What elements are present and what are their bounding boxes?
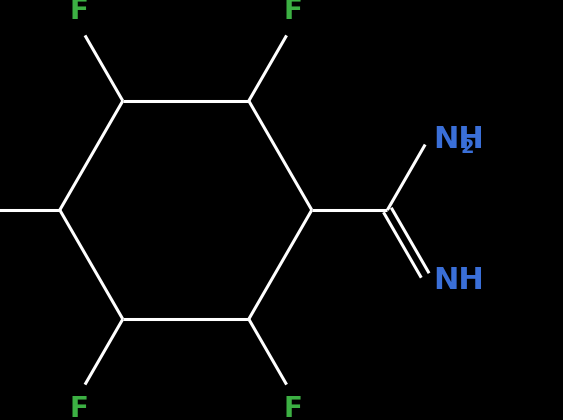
Text: NH: NH	[433, 125, 484, 154]
Text: F: F	[70, 0, 88, 25]
Text: F: F	[70, 395, 88, 420]
Text: F: F	[283, 395, 302, 420]
Text: F: F	[283, 0, 302, 25]
Text: 2: 2	[461, 138, 474, 157]
Text: NH: NH	[433, 266, 484, 295]
